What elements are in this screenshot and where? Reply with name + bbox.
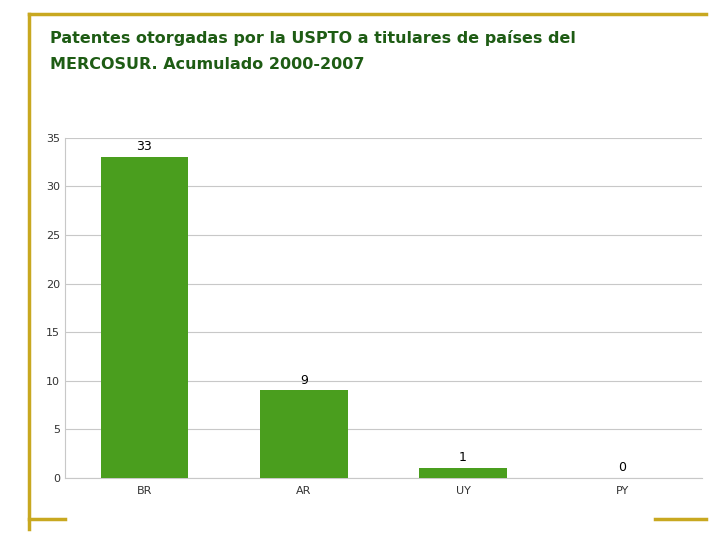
Bar <box>260 390 348 478</box>
Text: Patentes otorgadas por la USPTO a titulares de países del: Patentes otorgadas por la USPTO a titula… <box>50 30 576 46</box>
Text: MERCOSUR. Acumulado 2000-2007: MERCOSUR. Acumulado 2000-2007 <box>50 57 365 72</box>
Text: 9: 9 <box>300 374 307 387</box>
Text: 33: 33 <box>137 140 153 153</box>
Bar <box>419 468 507 478</box>
Text: 1: 1 <box>459 451 467 464</box>
Bar <box>101 157 188 478</box>
Text: 0: 0 <box>618 461 626 474</box>
